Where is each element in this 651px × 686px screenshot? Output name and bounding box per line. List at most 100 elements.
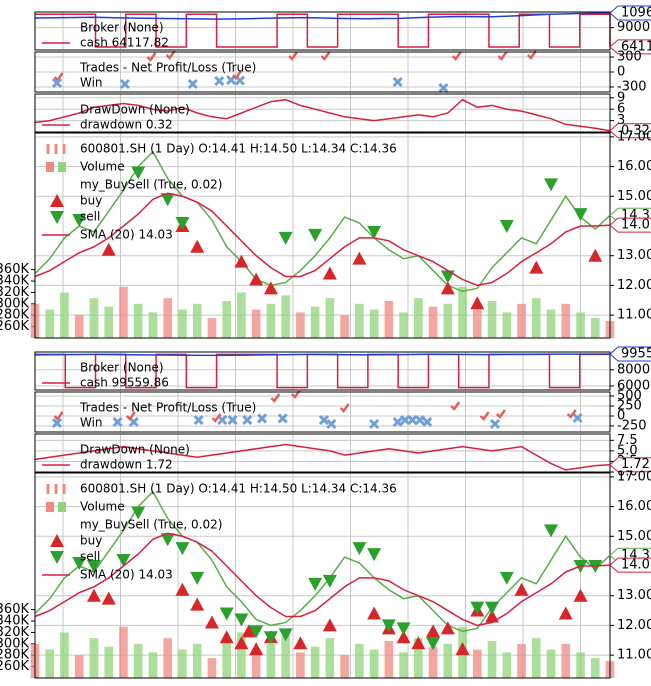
volume-bar [148, 312, 158, 338]
win-marker [214, 75, 225, 87]
legend-title: Broker (None) [80, 21, 164, 35]
sell-marker [499, 219, 514, 233]
legend-title: Trades - Net Profit/Loss (True) [79, 401, 256, 415]
series-line [34, 443, 611, 471]
buy-marker [50, 194, 64, 207]
volume-bar [178, 649, 187, 678]
legend-label: Win [80, 416, 103, 430]
legend-bar [46, 162, 54, 172]
loss-marker [451, 51, 462, 61]
volume-bar [133, 643, 143, 678]
y2-tick-label: 360K [0, 262, 29, 277]
win-marker [51, 77, 63, 89]
volume-bar [502, 312, 512, 338]
sell-marker [131, 166, 146, 180]
sell-marker [278, 231, 293, 245]
volume-bar [414, 638, 423, 678]
legend-label: buy [80, 194, 102, 208]
volume-bar [531, 638, 541, 678]
panel-background [35, 352, 610, 390]
panel-border [34, 351, 611, 391]
buy-marker [485, 609, 500, 623]
buy-marker [249, 272, 264, 286]
price-line [34, 490, 611, 633]
sell-marker [263, 631, 278, 645]
legend-group: my_BuySell (True, 0.02) [80, 178, 222, 192]
volume-bar [281, 295, 290, 338]
sell-marker [72, 557, 87, 571]
legend-title: 600801.SH (1 Day) O:14.41 H:14.50 L:14.3… [80, 142, 397, 156]
panel-border [34, 433, 611, 473]
volume-bar [310, 306, 320, 338]
sell-marker [367, 225, 382, 239]
loss-marker [339, 403, 350, 413]
volume-bar [163, 638, 173, 678]
last-value-tag [609, 123, 651, 139]
win-marker [326, 418, 337, 430]
win-marker [112, 416, 123, 428]
legend-title: Broker (None) [80, 361, 164, 375]
loss-marker [566, 409, 577, 419]
y-tick-label: 13.00 [617, 248, 651, 263]
series-line [34, 353, 611, 357]
legend-label: drawdown 0.32 [80, 118, 173, 132]
buy-marker [204, 615, 219, 629]
volume-bar [561, 643, 571, 678]
last-value-label: 14.03 [621, 558, 651, 573]
win-marker [256, 413, 268, 424]
volume-bar [546, 649, 556, 678]
volume-bar [325, 638, 335, 678]
volume-bar [517, 643, 526, 678]
volume-bar [428, 646, 438, 678]
loss-marker [526, 50, 537, 60]
win-marker [51, 417, 63, 429]
win-marker [369, 418, 380, 430]
volume-bar [266, 303, 276, 338]
buy-marker [219, 630, 234, 644]
volume-bar [207, 658, 217, 678]
volume-bar [472, 649, 482, 678]
legend-label: Volume [80, 500, 125, 514]
y-tick-label: 90000 [617, 20, 651, 35]
panel-background [35, 473, 610, 678]
volume-bar [384, 300, 394, 338]
legend-label: buy [80, 534, 102, 548]
buy-marker [514, 582, 529, 596]
y-tick-label: 15.00 [617, 189, 651, 204]
sell-marker [544, 524, 559, 538]
loss-marker [53, 411, 64, 421]
volume-bar [502, 652, 512, 678]
y-tick-label: 500 [617, 389, 642, 404]
win-marker [489, 418, 501, 430]
volume-bar [133, 303, 143, 338]
y-tick-label: 12.00 [617, 278, 651, 293]
volume-bar [60, 292, 69, 338]
volume-bar [399, 312, 408, 338]
y-tick-label: 17.00 [617, 129, 651, 144]
volume-bar [251, 649, 261, 678]
y-tick-label: 6 [617, 102, 625, 117]
volume-bar [281, 635, 290, 678]
win-marker [119, 78, 130, 90]
volume-bar [222, 300, 231, 338]
buy-marker [440, 621, 455, 635]
volume-bar [576, 312, 585, 338]
last-value-label: 99559.86 [621, 346, 651, 361]
series-line [34, 192, 611, 287]
volume-bar [266, 643, 276, 678]
volume-bar [399, 652, 408, 678]
win-marker [242, 414, 253, 426]
sell-marker [175, 217, 190, 231]
legend-title: DrawDown (None) [80, 443, 190, 457]
panel: 11.00 12.00 13.00 15.00 16.00 17.00 260K280K30… [0, 469, 651, 679]
volume-bar [443, 303, 453, 338]
last-value-label: 109659.62 [621, 5, 651, 20]
win-marker [318, 414, 330, 426]
buy-marker [234, 636, 249, 650]
loss-marker [146, 52, 157, 62]
y-tick-label: -300 [617, 80, 647, 95]
last-value-tag [609, 39, 651, 55]
volume-bar [119, 626, 128, 678]
sell-marker [573, 208, 588, 222]
